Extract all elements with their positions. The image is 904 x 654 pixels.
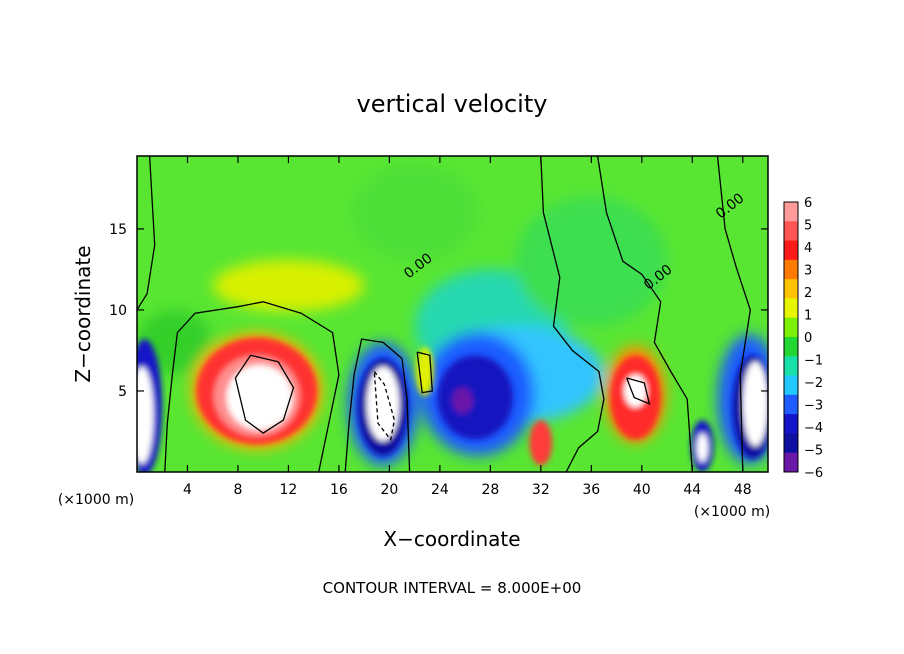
y-tick-label: 5: [118, 384, 127, 400]
updraft2-core: [624, 374, 647, 408]
x-tick-label: 8: [233, 482, 242, 498]
colorbar-swatch: [784, 356, 798, 377]
colorbar-tick-label: −5: [804, 444, 823, 459]
colorbar-tick-label: 1: [804, 309, 812, 324]
colorbar-tick-label: 3: [804, 264, 812, 279]
colorbar-tick-label: −6: [804, 466, 823, 481]
contour-small: [626, 377, 651, 405]
plot-frame: [136, 155, 769, 473]
colorbar-tick-label: 0: [804, 331, 812, 346]
x-tick-label: 24: [431, 482, 449, 498]
colorbar-tick-label: −4: [804, 421, 823, 436]
colorbar-swatch: [784, 240, 798, 261]
downdraft-core: [366, 366, 400, 442]
colorbar-swatch: [784, 202, 798, 222]
downdraft-left-core: [137, 366, 154, 464]
x-tick-label: 28: [481, 482, 499, 498]
colorbar-tick-label: −2: [804, 376, 823, 391]
x-tick-label: 4: [183, 482, 192, 498]
x-tick-label: 40: [633, 482, 651, 498]
updraft4: [415, 347, 434, 396]
colorbar-tick-label: −1: [804, 354, 823, 369]
y-tick-label: 15: [109, 222, 127, 238]
colorbar-swatch: [784, 414, 798, 434]
x-tick-label: 32: [532, 482, 550, 498]
colorbar-swatch: [784, 452, 798, 473]
updraft-core: [226, 365, 293, 430]
colorbar-swatch: [784, 317, 798, 338]
colorbar-swatch: [784, 259, 798, 280]
x-axis-ticks: 4 8 12 16 20 24 28 32 36 40 44 48: [183, 156, 752, 498]
contour-small: [416, 351, 433, 394]
y-axis-label: Z−coordinate: [71, 245, 95, 382]
contour-core-dashed: [373, 371, 396, 442]
contour-zero: [164, 301, 340, 472]
colorbar-tick-label: 2: [804, 286, 812, 301]
colorbar-tick-label: −3: [804, 399, 823, 414]
downdraft2-mid: [437, 355, 514, 440]
x-tick-label: 20: [380, 482, 398, 498]
x-unit-left: (×1000 m): [58, 492, 134, 508]
y-axis-ticks: 5 10 15: [109, 222, 768, 400]
chart-title: vertical velocity: [357, 90, 548, 118]
colorbar-swatch: [784, 433, 798, 454]
contour-zero: [596, 156, 693, 472]
colorbar-swatch: [784, 394, 798, 415]
colorbar-swatch: [784, 375, 798, 396]
velocity-field: [137, 156, 768, 472]
x-axis-label: X−coordinate: [383, 527, 520, 551]
colorbar: 6 5 4 3 2 1 0 −1 −2 −3 −4 −5 −6: [783, 196, 823, 481]
colorbar-tick-label: 4: [804, 241, 812, 256]
x-tick-label: 12: [280, 482, 298, 498]
bg-patch: [212, 259, 365, 312]
contour-zero: [137, 156, 156, 311]
colorbar-swatch: [784, 298, 798, 319]
contour-interval-note: CONTOUR INTERVAL = 8.000E+00: [323, 579, 582, 597]
colorbar-tick-label: 6: [804, 196, 812, 211]
downdraft3-core: [696, 433, 709, 463]
bg-patch: [515, 196, 668, 327]
x-tick-label: 48: [734, 482, 752, 498]
colorbar-tick-label: 5: [804, 219, 812, 234]
x-tick-label: 16: [330, 482, 348, 498]
y-tick-label: 10: [109, 303, 127, 319]
colorbar-swatch: [784, 337, 798, 357]
colorbar-swatch: [784, 279, 798, 299]
contour-core: [234, 354, 295, 434]
contour-zero: [344, 338, 411, 472]
downdraft2-core: [452, 387, 473, 414]
updraft3: [529, 420, 553, 466]
colorbar-swatch: [784, 221, 798, 242]
contour-zero: [716, 156, 751, 472]
downdraft-right-core: [742, 361, 768, 447]
colorbar-frame: [783, 201, 799, 473]
contour-zero: [540, 156, 605, 472]
x-unit-right: (×1000 m): [694, 504, 770, 520]
x-tick-label: 36: [582, 482, 600, 498]
bg-patch: [351, 164, 478, 262]
x-tick-label: 44: [683, 482, 701, 498]
